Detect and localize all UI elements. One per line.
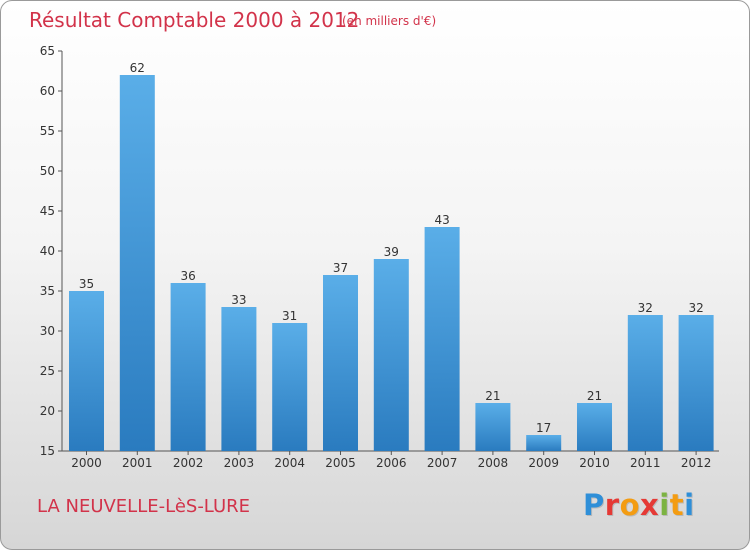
chart-axes: 15 20 25 30 35 40 45 50 55 60 65 <box>40 44 719 458</box>
data-label: 21 <box>485 389 500 403</box>
commune-name: LA NEUVELLE-LèS-LURE <box>37 496 250 517</box>
logo-letter: r <box>604 488 620 522</box>
y-tick-label: 40 <box>40 244 55 258</box>
data-label: 31 <box>282 309 297 323</box>
x-tick-label: 2012 <box>681 456 712 470</box>
x-tick-label: 2007 <box>427 456 458 470</box>
y-tick-label: 25 <box>40 364 55 378</box>
x-tick-label: 2001 <box>122 456 153 470</box>
logo-letter: i <box>684 488 695 522</box>
bar-2012[interactable] <box>678 315 714 451</box>
y-tick-label: 60 <box>40 84 55 98</box>
bar-2009[interactable] <box>526 435 562 451</box>
bar-2010[interactable] <box>577 403 612 451</box>
data-label: 17 <box>536 421 551 435</box>
logo-letter: x <box>640 488 660 522</box>
data-label: 33 <box>231 293 246 307</box>
data-label: 62 <box>130 61 145 75</box>
x-tick-label: 2005 <box>325 456 356 470</box>
x-tick-label: 2009 <box>528 456 559 470</box>
bar-2007[interactable] <box>424 227 460 451</box>
y-tick-label: 35 <box>40 284 55 298</box>
logo-letter: P <box>583 488 605 522</box>
y-tick-label: 55 <box>40 124 55 138</box>
x-tick-label: 2010 <box>579 456 610 470</box>
x-tick-label: 2006 <box>376 456 407 470</box>
chart-bars <box>69 75 714 451</box>
data-label: 36 <box>180 269 195 283</box>
chart-labels: 2000 35 2001 62 2002 36 2003 33 2004 31 2005 37 2006… <box>71 61 711 470</box>
y-tick-label: 15 <box>40 444 55 458</box>
y-tick-label: 45 <box>40 204 55 218</box>
x-tick-label: 2011 <box>630 456 661 470</box>
bar-2004[interactable] <box>272 323 308 451</box>
y-tick-label: 65 <box>40 44 55 58</box>
chart-subtitle: (en milliers d'€) <box>342 14 437 28</box>
y-tick-label: 30 <box>40 324 55 338</box>
bar-2006[interactable] <box>373 259 409 451</box>
data-label: 39 <box>384 245 399 259</box>
x-tick-label: 2004 <box>274 456 305 470</box>
x-tick-label: 2008 <box>478 456 509 470</box>
x-tick-label: 2002 <box>173 456 204 470</box>
bar-2008[interactable] <box>475 403 511 451</box>
x-tick-label: 2000 <box>71 456 102 470</box>
bar-2002[interactable] <box>170 283 206 451</box>
bar-2003[interactable] <box>221 307 257 451</box>
bar-2000[interactable] <box>69 291 104 451</box>
logo-letter: o <box>619 488 641 522</box>
proxiti-logo[interactable]: Proxiti <box>583 488 695 522</box>
data-label: 43 <box>434 213 449 227</box>
data-label: 21 <box>587 389 602 403</box>
x-tick-label: 2003 <box>224 456 255 470</box>
bar-2011[interactable] <box>627 315 663 451</box>
bar-2001[interactable] <box>119 75 155 451</box>
logo-letter: i <box>659 488 670 522</box>
logo-letter: t <box>669 488 685 522</box>
data-label: 37 <box>333 261 348 275</box>
data-label: 35 <box>79 277 94 291</box>
y-tick-label: 20 <box>40 404 55 418</box>
data-label: 32 <box>688 301 703 315</box>
bar-2005[interactable] <box>323 275 358 451</box>
y-tick-label: 50 <box>40 164 55 178</box>
data-label: 32 <box>638 301 653 315</box>
chart-title: Résultat Comptable 2000 à 2012 <box>29 8 360 32</box>
